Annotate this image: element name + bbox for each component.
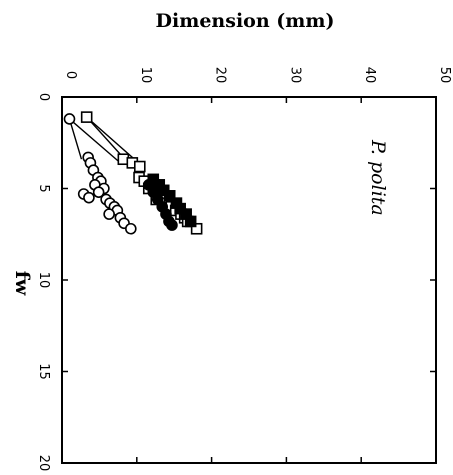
y-tick-label: 20 (213, 67, 228, 84)
data-point-circle (103, 208, 115, 220)
data-point-square (163, 190, 176, 202)
data-point-circle (166, 219, 178, 231)
data-point-square (184, 215, 197, 228)
species-annotation: P. polita (367, 139, 389, 216)
data-point-circle (83, 191, 95, 204)
data-point-circle (92, 186, 105, 198)
x-tick-label: 0 (36, 93, 51, 101)
plot-area: 0 10 20 30 40 50 0 5 10 15 20 (36, 67, 452, 472)
x-tick-label: 5 (36, 184, 51, 192)
y-tick-label: 0 (63, 71, 78, 79)
y-tick-label: 30 (287, 67, 302, 84)
x-tick-label: 15 (36, 363, 51, 380)
data-point-circle (63, 113, 76, 125)
y-tick-label: 40 (362, 67, 377, 84)
data-point-square (190, 222, 203, 235)
data-point-circle (125, 222, 137, 235)
connecting-line (69, 118, 121, 164)
data-point-square (133, 160, 146, 173)
y-axis-label: Dimension (mm) (156, 10, 335, 32)
x-tick-label: 20 (36, 455, 51, 472)
x-tick-label: 10 (36, 272, 51, 289)
x-axis-label: fw (11, 271, 33, 296)
connecting-line (86, 116, 126, 160)
y-tick-label: 50 (437, 67, 452, 84)
connecting-line (68, 118, 83, 160)
y-tick-label: 10 (138, 67, 153, 84)
data-point-square (80, 111, 93, 123)
